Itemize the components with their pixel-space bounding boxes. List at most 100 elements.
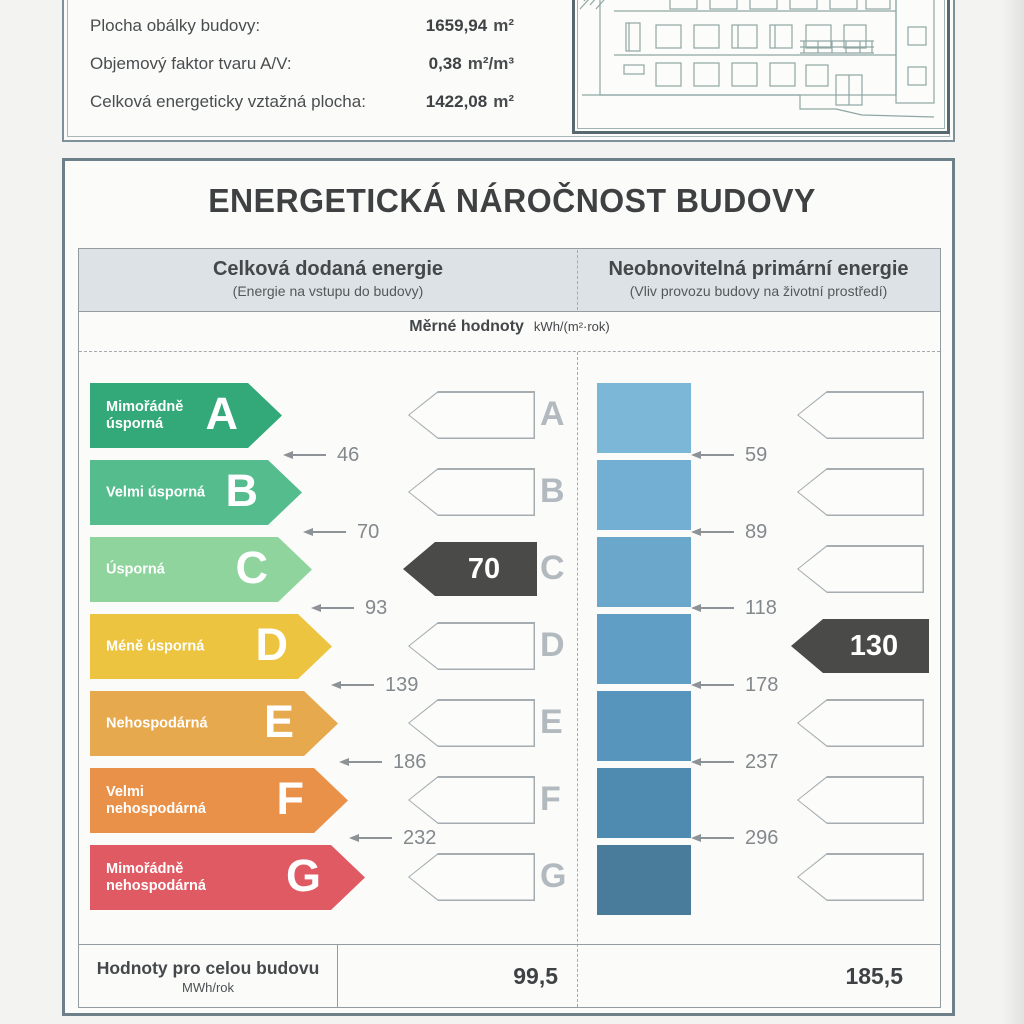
info-value: 1422,08 [425, 92, 488, 111]
info-unit: m² [493, 92, 514, 111]
boundary-arrow [303, 528, 346, 536]
blue-scale-block-f [597, 768, 691, 838]
blue-scale-block-c [597, 537, 691, 607]
boundary-arrow [691, 451, 734, 459]
result-value: 130 [849, 629, 899, 662]
boundary-value: 186 [393, 750, 427, 773]
rating-band-g: Mimořádně nehospodárná G [90, 845, 365, 910]
whole-building-label-cell: Hodnoty pro celou budovu MWh/rok [79, 945, 338, 1008]
arrow-fill [409, 469, 534, 515]
blue-scale-block-e [597, 691, 691, 761]
boundary-value: 139 [385, 673, 419, 696]
blue-scale-block-b [597, 460, 691, 530]
info-label: Objemový faktor tvaru A/V: [90, 54, 292, 73]
rating-band-label: Úsporná [106, 561, 165, 577]
boundary-arrow [339, 758, 382, 766]
specific-values-unit: kWh/(m²·rok) [533, 319, 610, 334]
boundary-value: 93 [365, 596, 388, 619]
arrow-fill [798, 392, 923, 438]
primary-energy-arrow-g [797, 853, 924, 901]
rating-band-letter: G [285, 849, 321, 901]
arrow-fill [409, 700, 534, 746]
delivered-energy-arrow-f [408, 776, 535, 824]
boundary-value: 232 [403, 826, 437, 849]
boundary-value: 59 [745, 443, 768, 466]
arrow-fill [798, 469, 923, 515]
rating-band-label: Nehospodárná [106, 715, 208, 731]
specific-values-row: Měrné hodnoty kWh/(m²·rok) [79, 318, 940, 336]
right-boundary-118: 118 [691, 597, 777, 619]
info-unit: m² [493, 16, 514, 35]
rating-band-letter: D [255, 618, 288, 670]
right-boundary-59: 59 [691, 443, 768, 466]
building-info-rows: Plocha obálky budovy: 1659,94 m² Objemov… [90, 16, 514, 130]
scale-letter-f: F [540, 780, 561, 818]
primary-energy-arrow-b [797, 468, 924, 516]
info-value: 1659,94 [425, 16, 488, 35]
left-boundary-93: 93 [311, 596, 388, 619]
arrow-fill [409, 854, 534, 900]
specific-values-label: Měrné hodnoty [409, 318, 524, 335]
dashed-divider-header [577, 250, 578, 310]
boundary-value: 296 [745, 826, 779, 849]
rating-band-letter: C [235, 541, 268, 593]
boundary-value: 70 [357, 520, 380, 543]
primary-energy-total: 185,5 [845, 963, 903, 989]
left-boundary-46: 46 [283, 444, 359, 466]
column-header-primary-energy: Neobnovitelná primární energie (Vliv pro… [577, 249, 940, 311]
rating-band-b: Velmi úsporná B [90, 460, 302, 525]
building-drawing-frame [572, 0, 950, 134]
right-boundary-296: 296 [691, 826, 779, 849]
left-boundary-139: 139 [331, 673, 419, 696]
rating-band-label: Velmi úsporná [106, 484, 206, 500]
delivered-energy-arrow-d [408, 622, 535, 670]
rating-band-letter: B [225, 464, 258, 516]
right-boundary-89: 89 [691, 521, 767, 543]
boundary-arrow [311, 604, 354, 612]
arrow-fill [798, 700, 923, 746]
left-boundary-186: 186 [339, 750, 427, 773]
delivered-energy-arrow-g [408, 853, 535, 901]
whole-building-unit: MWh/rok [182, 980, 234, 995]
left-boundary-232: 232 [349, 826, 437, 849]
delivered-energy-arrow-b [408, 468, 535, 516]
scale-letter-b: B [540, 472, 565, 510]
boundary-arrow [691, 528, 734, 536]
primary-energy-arrow-c [797, 545, 924, 593]
rating-band-c: Úsporná C [90, 537, 312, 602]
primary-energy-result-arrow: 130 [791, 619, 929, 673]
blue-scale-block-a [597, 383, 691, 453]
boundary-arrow [691, 834, 734, 842]
primary-energy-arrow-a [797, 391, 924, 439]
arrow-fill [409, 623, 534, 669]
boundary-arrow [691, 604, 734, 612]
boundary-arrow [283, 451, 326, 459]
dashed-divider-vertical [577, 352, 578, 1007]
rating-band-d: Méně úsporná D [90, 614, 332, 679]
primary-energy-arrow-f [797, 776, 924, 824]
primary-energy-arrow-e [797, 699, 924, 747]
result-value: 70 [467, 552, 501, 585]
boundary-arrow [349, 834, 392, 842]
boundary-value: 237 [745, 750, 779, 773]
scale-letter-c: C [540, 549, 565, 587]
certificate-title: ENERGETICKÁ NÁROČNOST BUDOVY [208, 182, 816, 219]
delivered-energy-arrow-e [408, 699, 535, 747]
blue-scale-block-d [597, 614, 691, 684]
info-row-reference-area: Celková energeticky vztažná plocha: 1422… [90, 92, 514, 130]
boundary-arrow [691, 758, 734, 766]
column-title: Neobnovitelná primární energie [608, 258, 909, 280]
info-unit: m²/m³ [467, 54, 514, 73]
rating-band-label: Velmi nehospodárná [106, 783, 206, 817]
scale-letter-e: E [540, 703, 563, 741]
column-header-band: Celková dodaná energie (Energie na vstup… [79, 249, 940, 312]
info-row-envelope-area: Plocha obálky budovy: 1659,94 m² [90, 16, 514, 54]
info-row-shape-factor: Objemový faktor tvaru A/V: 0,38 m²/m³ [90, 54, 514, 92]
right-boundary-237: 237 [691, 750, 779, 773]
column-subtitle: (Energie na vstupu do budovy) [232, 283, 424, 299]
delivered-energy-result-arrow: 70 [403, 542, 537, 596]
scale-letter-a: A [540, 395, 565, 433]
building-drawing [579, 0, 935, 118]
delivered-energy-total: 99,5 [513, 963, 558, 989]
